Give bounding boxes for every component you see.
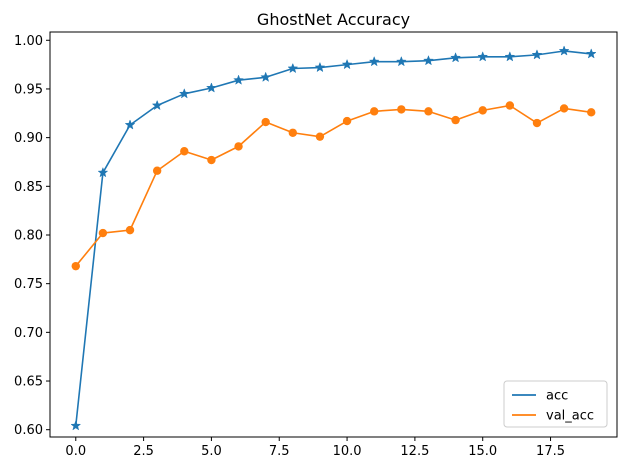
data-point [504,51,516,62]
x-tick-label: 0.0 [65,444,86,459]
data-point [125,225,135,235]
x-tick-label: 10.0 [333,444,362,459]
x-tick-label: 2.5 [133,444,154,459]
data-point [234,142,243,151]
data-point [397,105,406,114]
data-point [450,52,462,63]
legend-label: val_acc [546,409,594,424]
legend-item: val_acc [512,409,594,424]
data-point [559,104,569,113]
data-point [97,166,109,178]
data-point [369,107,379,116]
data-point [260,71,272,82]
data-point [423,55,434,66]
y-tick-label: 0.90 [14,131,43,146]
data-point [287,62,299,74]
y-tick-label: 0.75 [14,277,43,292]
data-point [152,166,162,175]
chart-title: GhostNet Accuracy [257,10,410,29]
plot-area [70,45,597,431]
x-tick-label: 15.0 [468,444,497,459]
y-tick-label: 1.00 [14,34,43,49]
data-point [98,228,108,238]
plot-frame [49,31,618,438]
x-tick-label: 12.5 [400,444,429,459]
data-point [180,147,189,156]
data-point [585,48,597,59]
x-tick-label: 17.5 [536,444,565,459]
data-point [233,74,244,85]
y-tick-label: 0.85 [14,180,43,195]
data-point [178,88,190,99]
data-point [207,155,216,165]
data-point [478,106,487,115]
data-point [314,61,326,73]
legend: acc val_acc [503,380,608,428]
data-point [151,99,163,111]
data-point [451,115,460,125]
data-point [395,55,407,67]
y-tick-label: 0.70 [14,326,43,341]
data-point [477,51,489,62]
data-point [505,101,515,110]
x-tick-label: 5.0 [201,444,222,459]
y-tick-label: 0.60 [14,423,43,438]
data-point [70,420,82,431]
data-point [205,82,217,93]
data-point [531,49,543,60]
legend-item: acc [512,389,568,404]
series-line [74,50,592,426]
data-point [587,108,596,117]
data-point [261,117,270,127]
series-acc [70,45,597,431]
y-tick-label: 0.80 [14,228,43,243]
data-point [288,128,298,137]
data-point [424,107,433,116]
data-point [532,118,542,128]
data-point [558,45,570,56]
data-point [341,58,353,70]
y-tick-label: 0.95 [14,82,43,97]
y-axis: 0.60 0.65 0.70 0.75 0.80 0.85 0.90 0.95 1.00 [14,34,50,438]
data-point [71,261,80,271]
data-point [124,119,136,130]
data-point [315,132,325,141]
series-val_acc [71,101,596,271]
series-line [75,104,592,267]
data-point [342,116,352,126]
data-point [368,55,380,67]
legend-label: acc [546,389,568,404]
x-axis: 0.0 2.5 5.0 7.5 10.0 12.5 15.0 17.5 [65,437,565,459]
x-tick-label: 7.5 [269,444,290,459]
y-tick-label: 0.65 [14,375,43,390]
